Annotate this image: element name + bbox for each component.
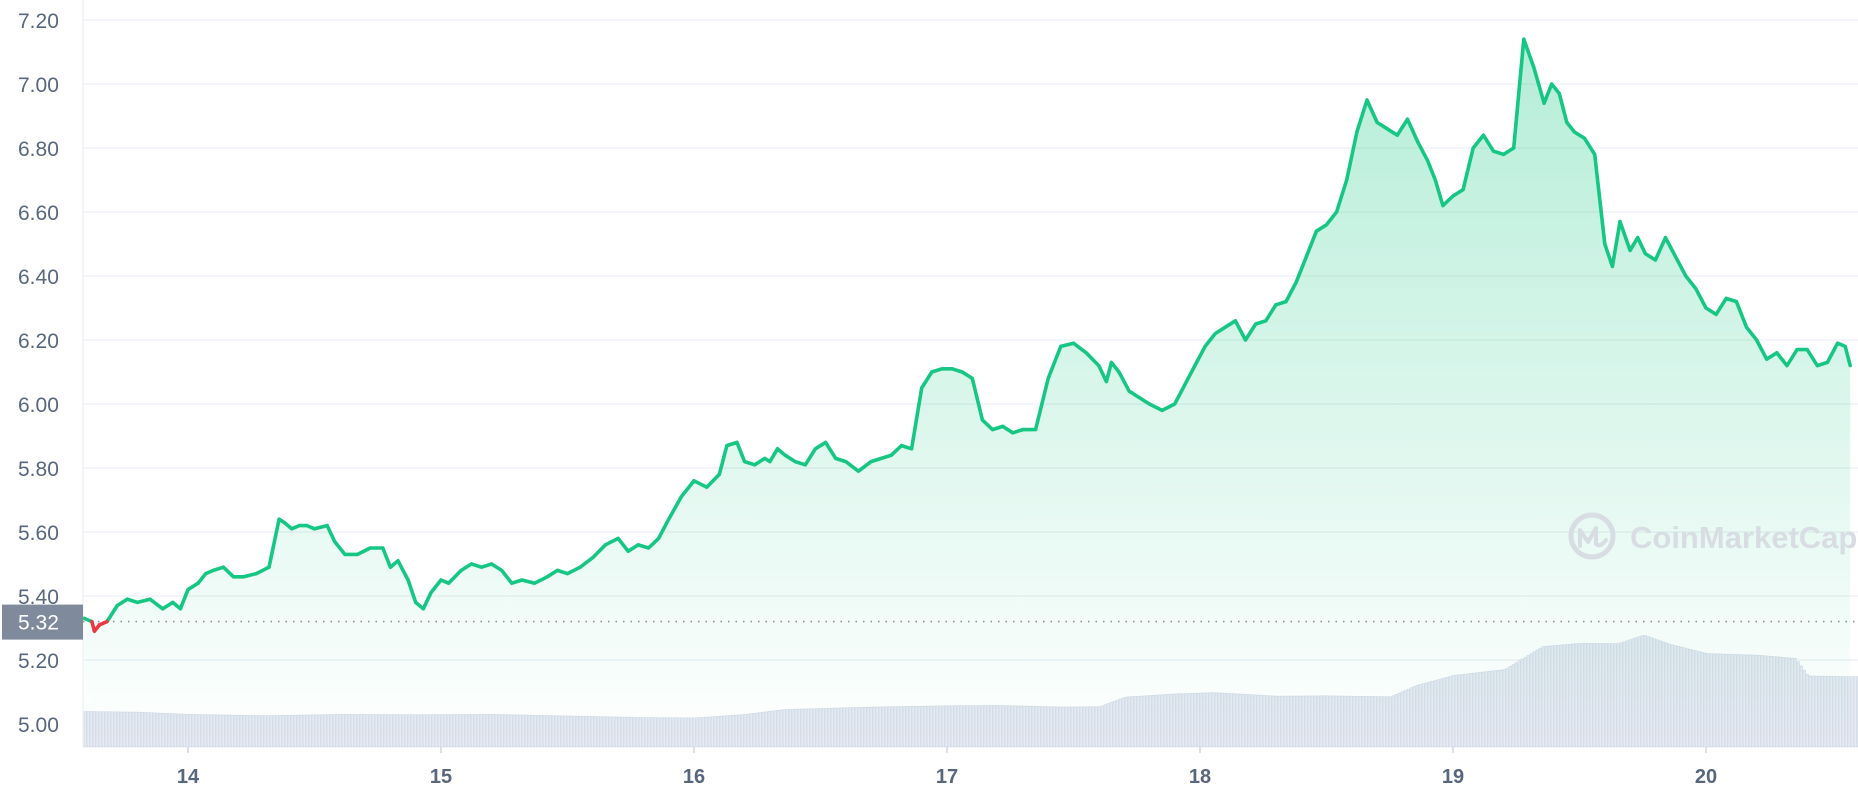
coinmarketcap-watermark: CoinMarketCap [1568,512,1857,560]
y-tick-label: 5.20 [18,650,59,673]
y-tick-label: 5.80 [18,458,59,481]
x-axis: 14 15 16 17 18 19 20 [177,747,1717,788]
coinmarketcap-logo-icon [1568,512,1616,560]
volume-bar [1850,676,1854,747]
price-area [84,39,1851,747]
y-tick-label: 7.00 [18,74,59,97]
x-tick-label: 15 [430,766,452,788]
baseline-tag-bg [2,604,83,640]
baseline-price-tag: 5.32 [2,604,83,640]
y-tick-label: 6.00 [18,394,59,417]
y-tick-label: 5.00 [18,714,59,737]
x-tick-label: 19 [1442,766,1464,788]
x-tick-label: 18 [1189,766,1211,788]
baseline-tag-label: 5.32 [18,612,59,635]
volume-bar [1853,676,1857,747]
y-tick-label: 6.20 [18,330,59,353]
y-tick-label: 7.20 [18,10,59,33]
x-tick-label: 20 [1695,766,1717,788]
price-line-down [90,619,109,633]
y-axis: 5.00 5.20 5.40 5.60 5.80 6.00 6.20 6.40 6.60 6.80… [18,10,59,737]
price-series [83,37,1852,633]
price-area-fill [84,39,1851,747]
watermark-text: CoinMarketCap [1630,520,1857,555]
x-tick-label: 16 [683,766,705,788]
y-tick-label: 6.40 [18,266,59,289]
y-tick-label: 5.60 [18,522,59,545]
y-tick-label: 6.60 [18,202,59,225]
y-tick-label: 6.80 [18,138,59,161]
price-line-up [83,37,1852,624]
x-tick-label: 17 [936,766,958,788]
x-tick-label: 14 [177,766,200,788]
y-tick-label: 5.40 [18,586,59,609]
